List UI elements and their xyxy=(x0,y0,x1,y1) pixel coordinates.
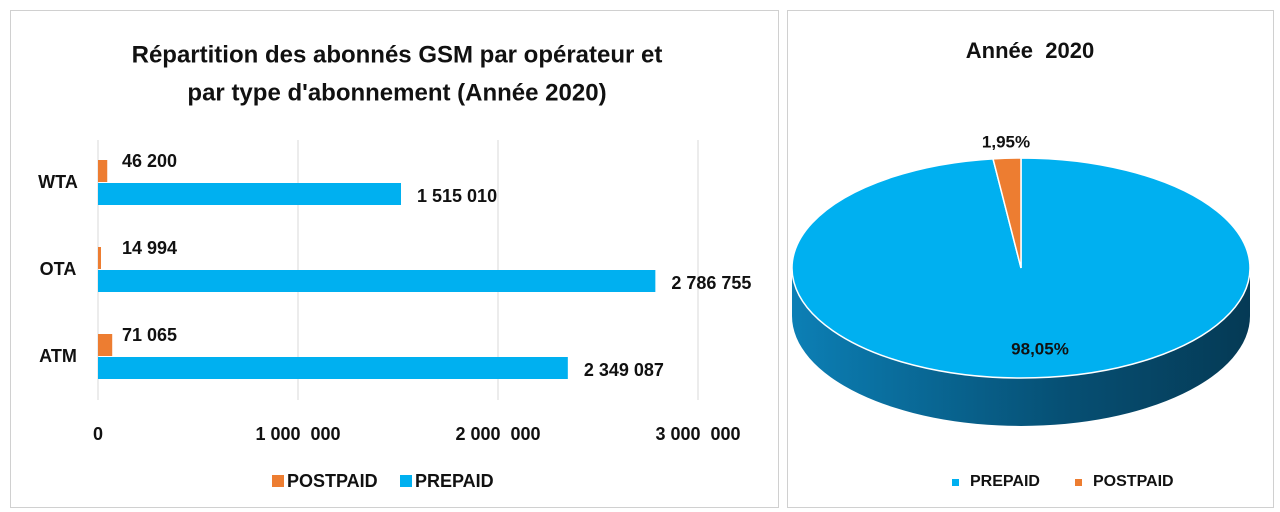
x-tick-label: 0 xyxy=(93,424,103,444)
x-tick-label: 2 000 000 xyxy=(455,424,540,444)
data-label: 46 200 xyxy=(122,151,177,171)
x-tick-label: 1 000 000 xyxy=(255,424,340,444)
pie-title: Année 2020 xyxy=(966,38,1094,63)
bar xyxy=(98,247,101,269)
data-label: 14 994 xyxy=(122,238,177,258)
legend-swatch xyxy=(272,475,284,487)
legend-swatch xyxy=(952,479,959,486)
chart-title: Répartition des abonnés GSM par opérateu… xyxy=(132,41,663,68)
y-tick-label: ATM xyxy=(39,346,77,366)
data-label: 98,05% xyxy=(1011,339,1069,358)
data-label: 1 515 010 xyxy=(417,186,497,206)
y-tick-label: WTA xyxy=(38,172,78,192)
bar xyxy=(98,270,656,292)
data-label: 71 065 xyxy=(122,325,177,345)
legend-label: PREPAID xyxy=(970,473,1040,490)
data-label: 1,95% xyxy=(982,132,1030,151)
pie-side xyxy=(792,268,1250,426)
data-label: 2 786 755 xyxy=(671,273,751,293)
legend-swatch xyxy=(1075,479,1082,486)
bar xyxy=(98,183,402,205)
pie-slice xyxy=(992,157,1022,269)
data-label: 2 349 087 xyxy=(584,360,664,380)
bar xyxy=(98,357,568,379)
legend-swatch xyxy=(400,475,412,487)
chart-title: par type d'abonnement (Année 2020) xyxy=(187,79,606,106)
x-tick-label: 3 000 000 xyxy=(655,424,740,444)
legend-label: POSTPAID xyxy=(287,471,378,491)
bar-panel xyxy=(10,10,779,508)
y-tick-label: OTA xyxy=(40,259,77,279)
bar xyxy=(98,334,113,356)
legend-label: PREPAID xyxy=(415,471,494,491)
bar xyxy=(98,160,108,182)
legend-label: POSTPAID xyxy=(1093,473,1174,490)
